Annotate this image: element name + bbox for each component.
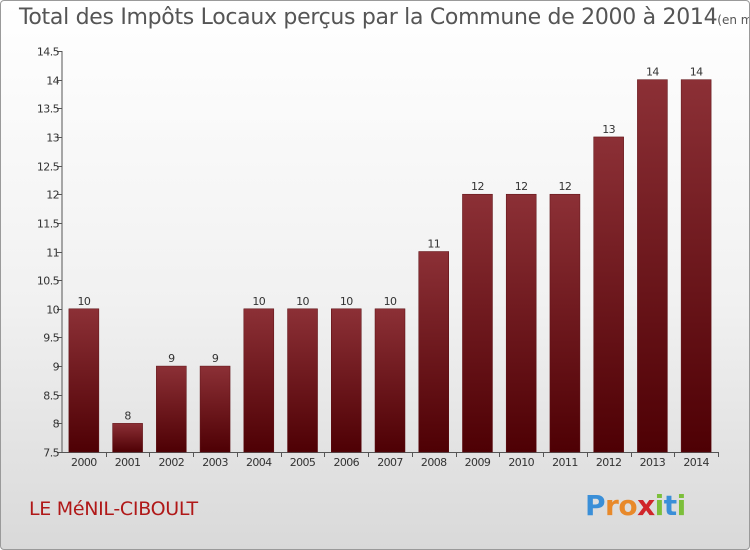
- bar-value-label: 10: [384, 295, 397, 308]
- y-tick-label: 10.5: [37, 275, 60, 288]
- y-tick-label: 10: [46, 304, 59, 317]
- x-axis: 2000 2001 2002 2003 2004 2005 2006 2007 2008 2009…: [62, 452, 719, 469]
- bar-value-label: 13: [602, 123, 615, 136]
- bar: [112, 423, 143, 453]
- x-tick-label: 2004: [246, 456, 272, 469]
- bar-value-label: 10: [296, 295, 309, 308]
- bar: [287, 308, 318, 453]
- bar: [418, 251, 449, 453]
- logo-letter: o: [618, 489, 638, 522]
- x-tick-label: 2014: [683, 456, 709, 469]
- bar: [331, 308, 362, 453]
- bar-value-label: 8: [124, 409, 131, 422]
- bar-value-label: 9: [168, 352, 175, 365]
- y-tick-label: 7.5: [43, 447, 59, 460]
- x-tick-label: 2010: [508, 456, 534, 469]
- logo-letter: i: [654, 489, 665, 522]
- y-axis: 7.5 8 8.5 9 9.5 10 10.5 11 11.5 12 12.5 13 13.5 14 14.…: [37, 46, 63, 460]
- bar: [637, 79, 668, 453]
- bar-value-label: 12: [515, 180, 528, 193]
- y-tick-label: 14: [46, 75, 59, 88]
- logo-letter: i: [676, 489, 687, 522]
- y-tick-label: 13.5: [37, 103, 60, 116]
- bar-value-label: 10: [340, 295, 353, 308]
- bar-value-label: 10: [252, 295, 265, 308]
- chart-title: Total des Impôts Locaux perçus par la Co…: [19, 5, 749, 30]
- x-tick-label: 2006: [333, 456, 359, 469]
- chart-title-unit: (en milliers d'€): [717, 13, 749, 27]
- y-tick-label: 8.5: [43, 390, 59, 403]
- logo-letter: x: [637, 489, 655, 522]
- proxiti-logo[interactable]: Proxiti: [585, 489, 686, 522]
- x-tick-label: 2001: [115, 456, 141, 469]
- x-tick-label: 2007: [377, 456, 403, 469]
- bar-value-label: 10: [77, 295, 90, 308]
- y-tick-label: 12.5: [37, 161, 60, 174]
- y-tick-label: 9: [53, 361, 60, 374]
- y-tick-label: 11: [46, 247, 59, 260]
- bar-value-label: 12: [559, 180, 572, 193]
- x-tick-label: 2011: [552, 456, 578, 469]
- y-tick-label: 9.5: [43, 332, 59, 345]
- bar: [680, 79, 712, 453]
- bar-value-label: 14: [646, 66, 659, 79]
- bar: [374, 308, 406, 453]
- x-tick-label: 2012: [596, 456, 622, 469]
- bar: [243, 308, 275, 453]
- x-tick-label: 2009: [465, 456, 491, 469]
- chart-title-text: Total des Impôts Locaux perçus par la Co…: [19, 5, 718, 30]
- x-tick-label: 2008: [421, 456, 447, 469]
- bars: 10 8 9 9 10 10 10 10 11 12 12 12 13 14 14: [68, 66, 712, 453]
- bar: [156, 365, 187, 453]
- y-tick-label: 12: [46, 189, 59, 202]
- x-tick-label: 2000: [71, 456, 97, 469]
- y-tick-label: 11.5: [37, 218, 60, 231]
- y-tick-label: 8: [53, 418, 60, 431]
- bar-value-label: 9: [212, 352, 219, 365]
- bar: [199, 365, 231, 453]
- x-tick-label: 2005: [290, 456, 316, 469]
- y-tick-label: 13: [46, 132, 59, 145]
- commune-name: LE MéNIL-CIBOULT: [29, 498, 198, 520]
- x-tick-label: 2003: [202, 456, 228, 469]
- bar: [68, 308, 100, 453]
- logo-letter: P: [585, 489, 606, 522]
- bar: [593, 136, 624, 453]
- bar-value-label: 12: [471, 180, 484, 193]
- bar-value-label: 11: [427, 238, 440, 251]
- y-tick-label: 14.5: [37, 46, 60, 59]
- logo-letter: r: [605, 489, 619, 522]
- bar: [462, 193, 493, 453]
- bar: [549, 193, 581, 453]
- bar-value-label: 14: [690, 66, 703, 79]
- logo-letter: t: [663, 489, 677, 522]
- x-tick-label: 2013: [640, 456, 666, 469]
- x-tick-label: 2002: [159, 456, 185, 469]
- bar: [505, 193, 537, 453]
